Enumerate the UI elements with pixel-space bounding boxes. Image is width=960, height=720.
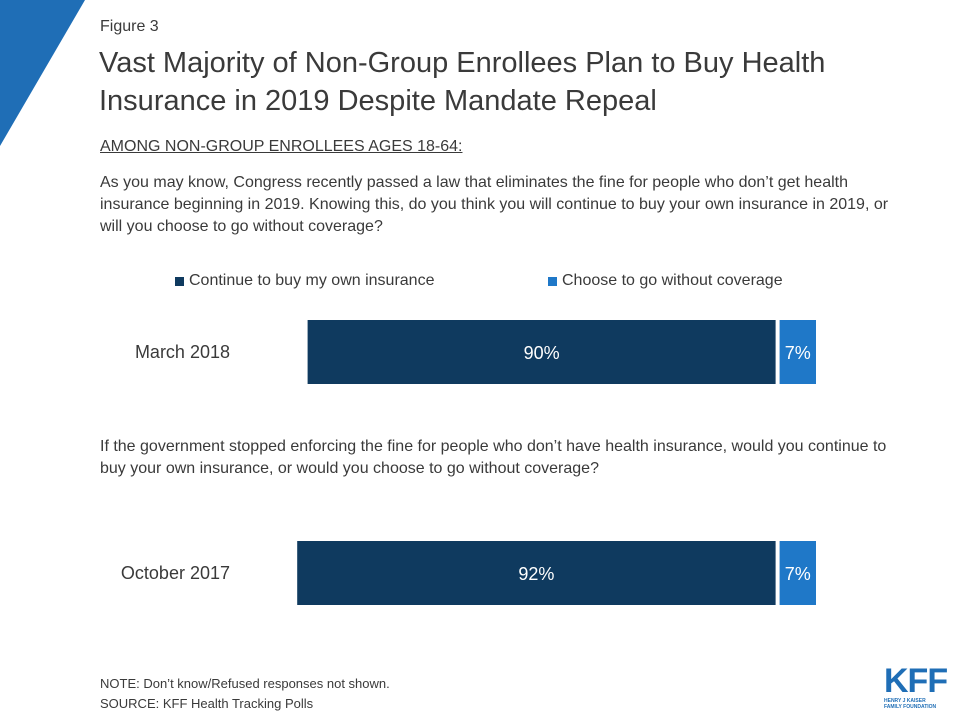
- legend-swatch-without: [548, 276, 557, 286]
- bar-label-continue: 90%: [524, 343, 560, 363]
- legend-item-without: Choose to go without coverage: [548, 272, 783, 290]
- category-label: March 2018: [135, 342, 230, 362]
- kff-logo-line1: HENRY J KAISER: [884, 698, 926, 704]
- question-october-2017: If the government stopped enforcing the …: [100, 438, 887, 477]
- note-text: NOTE: Don’t know/Refused responses not s…: [100, 676, 390, 691]
- bar-label-without-coverage: 7%: [785, 564, 811, 584]
- bar-continue: [297, 541, 776, 605]
- bar-label-without-coverage: 7%: [785, 343, 811, 363]
- question-march-2018: As you may know, Congress recently passe…: [100, 174, 889, 235]
- bar-without-coverage: [779, 541, 816, 605]
- bar-without-coverage: [779, 320, 816, 384]
- chart-subtitle: AMONG NON-GROUP ENROLLEES AGES 18-64:: [100, 138, 463, 155]
- source-text: SOURCE: KFF Health Tracking Polls: [100, 696, 314, 711]
- legend-item-continue: Continue to buy my own insurance: [175, 272, 434, 290]
- legend-swatch-continue: [175, 276, 184, 286]
- bar-continue: [307, 320, 776, 384]
- bar-label-continue: 92%: [518, 564, 554, 584]
- kff-logo-line2: FAMILY FOUNDATION: [884, 704, 937, 710]
- legend-label-without: Choose to go without coverage: [562, 272, 783, 289]
- kff-logo: KFF HENRY J KAISER FAMILY FOUNDATION: [884, 664, 954, 710]
- figure-label: Figure 3: [100, 18, 159, 35]
- legend-label-continue: Continue to buy my own insurance: [189, 272, 435, 289]
- category-label: October 2017: [121, 563, 230, 583]
- kff-logo-mark: KFF: [884, 662, 948, 700]
- corner-triangle-decoration: [0, 0, 85, 146]
- chart-title: Vast Majority of Non-Group Enrollees Pla…: [99, 47, 826, 117]
